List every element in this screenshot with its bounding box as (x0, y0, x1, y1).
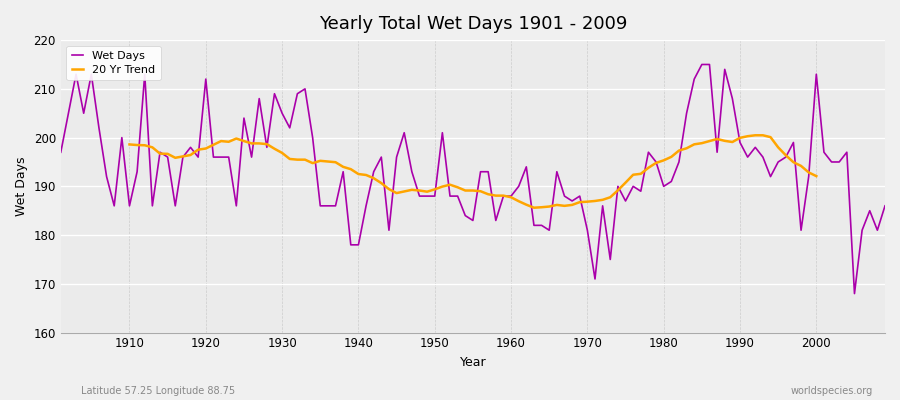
20 Yr Trend (712, 136, 723, 141)
Line: Wet Days: Wet Days (61, 64, 885, 294)
20 Yr Trend (811, 174, 822, 178)
20 Yr Trend (804, 170, 814, 175)
20 Yr Trend (300, 157, 310, 162)
Wet Days (116, 135, 127, 140)
Wet Days (879, 204, 890, 208)
Y-axis label: Wet Days: Wet Days (15, 156, 28, 216)
Title: Yearly Total Wet Days 1901 - 2009: Yearly Total Wet Days 1901 - 2009 (319, 15, 627, 33)
Line: 20 Yr Trend: 20 Yr Trend (130, 135, 816, 208)
Wet Days (284, 126, 295, 130)
20 Yr Trend (284, 156, 295, 161)
Wet Days (330, 204, 341, 208)
20 Yr Trend (521, 202, 532, 207)
Wet Days (498, 194, 508, 198)
20 Yr Trend (750, 133, 760, 138)
X-axis label: Year: Year (460, 356, 486, 369)
Wet Days (849, 291, 859, 296)
Wet Days (598, 204, 608, 208)
20 Yr Trend (124, 142, 135, 147)
Text: worldspecies.org: worldspecies.org (791, 386, 873, 396)
Wet Days (56, 150, 67, 155)
Wet Days (506, 194, 517, 198)
Text: Latitude 57.25 Longitude 88.75: Latitude 57.25 Longitude 88.75 (81, 386, 235, 396)
Wet Days (697, 62, 707, 67)
Legend: Wet Days, 20 Yr Trend: Wet Days, 20 Yr Trend (67, 46, 160, 80)
20 Yr Trend (208, 142, 219, 147)
20 Yr Trend (528, 205, 539, 210)
